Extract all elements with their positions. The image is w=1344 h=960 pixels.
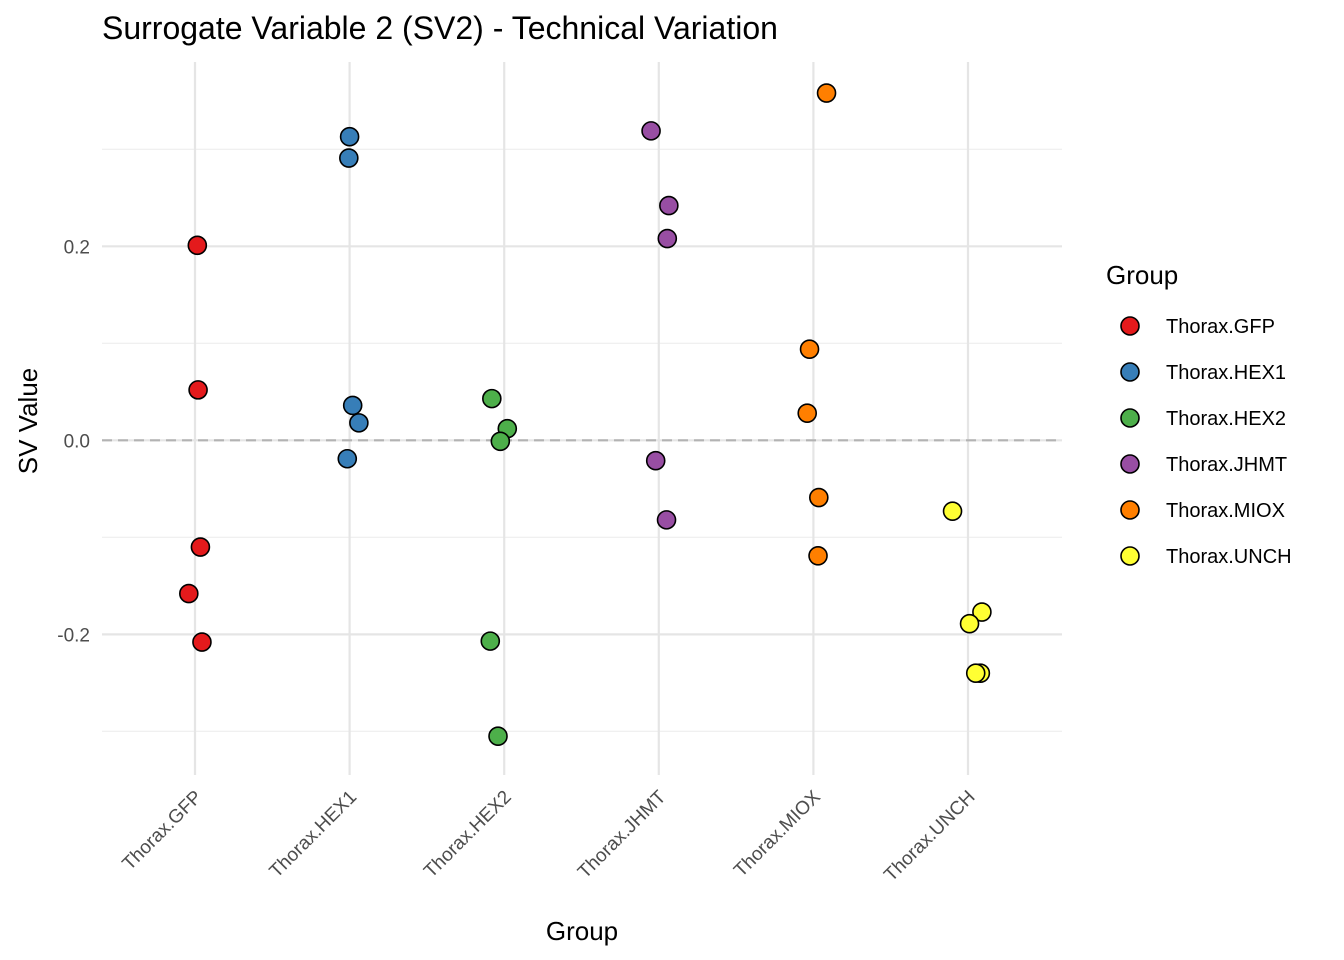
legend-key [1120, 408, 1140, 428]
data-point [349, 413, 369, 433]
data-point [656, 510, 677, 530]
y-axis-title: SV Value [13, 368, 43, 474]
data-point [192, 632, 212, 652]
x-tick-label: Thorax.GFP [119, 787, 207, 875]
y-tick-label: -0.2 [57, 625, 90, 646]
data-point [339, 148, 359, 168]
x-tick-label: Thorax.JHMT [574, 786, 670, 882]
y-tick-labels: -0.2 0.0 0.2 [57, 237, 90, 646]
legend-title: Group [1106, 260, 1178, 290]
x-axis-title: Group [546, 916, 618, 946]
legend: Group Thorax.GFPThorax.HEX1Thorax.HEX2Th… [1106, 260, 1292, 568]
data-point [490, 431, 511, 452]
legend-label: Thorax.MIOX [1166, 500, 1285, 522]
legend-label: Thorax.HEX2 [1166, 408, 1286, 430]
y-tick-label: 0.2 [64, 237, 90, 258]
legend-key [1120, 316, 1140, 336]
x-tick-label: Thorax.HEX2 [420, 787, 515, 882]
x-tick-label: Thorax.UNCH [880, 787, 979, 886]
data-point [657, 228, 678, 249]
data-point [179, 583, 199, 604]
data-points [179, 83, 992, 746]
x-tick-label: Thorax.HEX1 [266, 787, 361, 882]
chart-title: Surrogate Variable 2 (SV2) - Technical V… [102, 10, 778, 46]
grid-lines [102, 62, 1062, 775]
data-point [959, 613, 980, 634]
legend-label: Thorax.GFP [1166, 316, 1275, 338]
data-point [187, 235, 208, 256]
y-tick-label: 0.0 [64, 431, 90, 452]
data-point [808, 545, 828, 566]
legend-items: Thorax.GFP Thorax.HEX1 Thorax.HEX2 Thorax.J… [1120, 316, 1292, 568]
data-point [482, 388, 502, 409]
data-point [190, 537, 211, 557]
data-point [799, 339, 820, 359]
data-point [797, 403, 818, 423]
data-point [645, 450, 666, 471]
legend-label: Thorax.UNCH [1166, 546, 1292, 568]
data-point [480, 631, 501, 651]
data-point [337, 448, 358, 469]
x-tick-label: Thorax.MIOX [730, 786, 825, 881]
data-point [641, 121, 661, 141]
data-point [816, 83, 837, 103]
data-point [965, 663, 986, 683]
data-point [809, 487, 829, 508]
data-point [972, 602, 992, 622]
x-tick-labels: Thorax.GFP Thorax.HEX1 Thorax.HEX2 Thorax.J… [119, 786, 980, 885]
legend-label: Thorax.JHMT [1166, 454, 1287, 476]
data-point [342, 395, 363, 416]
data-point [188, 380, 208, 400]
legend-label: Thorax.HEX1 [1166, 362, 1286, 384]
data-point [659, 195, 679, 216]
data-point [488, 726, 508, 746]
legend-key [1120, 500, 1140, 520]
data-point [339, 126, 360, 147]
data-point [942, 501, 963, 521]
legend-key [1120, 362, 1140, 382]
legend-key [1120, 546, 1140, 566]
legend-key [1120, 454, 1140, 474]
